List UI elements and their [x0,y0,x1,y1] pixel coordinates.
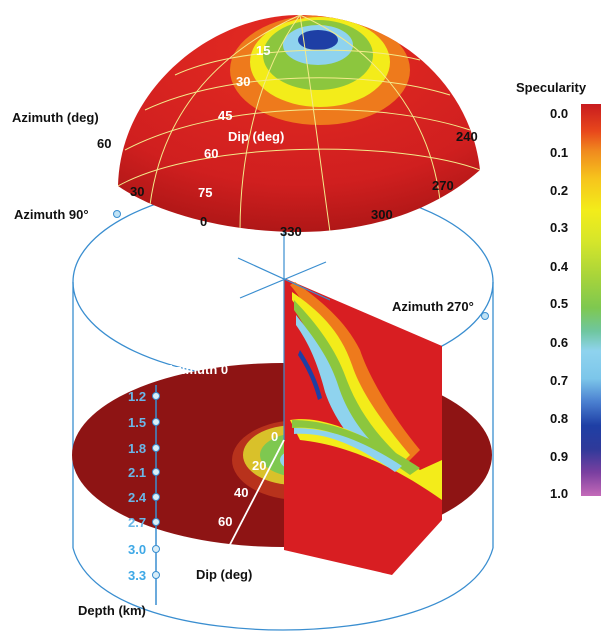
disk-dip-tick: 20 [252,458,266,473]
colorbar-tick: 0.0 [550,106,568,121]
depth-tick-marker [152,392,160,400]
dome-grid-line [144,77,451,111]
dome-dip-tick: 45 [218,108,232,123]
disk-dip-title: Dip (deg) [196,567,252,582]
section-band-lightblue [296,315,382,460]
colorbar-tick: 1.0 [550,486,568,501]
section-band-lower-yellow [290,419,442,500]
depth-tick-label: 3.0 [128,542,146,557]
section-band-lower-lightblue [294,428,402,472]
depth-tick-label: 2.1 [128,465,146,480]
colorbar-tick: 0.9 [550,449,568,464]
depth-tick-label: 1.8 [128,441,146,456]
disk-dip-tick: 80 [203,542,217,557]
disk-dip-tick: 40 [234,485,248,500]
colorbar-tick: 0.4 [550,259,569,274]
dome-azimuth-tick: 270 [432,178,454,193]
depth-tick-label: 2.7 [128,515,146,530]
depth-tick-marker [152,444,160,452]
depth-tick-label: 1.2 [128,389,146,404]
dome-azimuth-tick: 330 [280,224,302,239]
section-band-blue [298,350,322,400]
disk-dip-tick: 0 [271,429,278,444]
depth-tick-label: 3.3 [128,568,146,583]
cylinder-bottom-arc [72,547,494,631]
colorbar-title: Specularity [516,80,587,95]
dome-dip-title: Dip (deg) [228,129,284,144]
depth-tick-label: 1.5 [128,415,146,430]
vertical-section [237,220,442,575]
dome-dip-tick: 60 [204,146,218,161]
colorbar-tick: 0.7 [550,373,568,388]
colorbar-tick: 0.5 [550,296,568,311]
colorbar-gradient [581,104,601,496]
dome-azimuth-tick: 300 [371,207,393,222]
dome-grid-line [299,15,331,232]
dome-grid-line [174,49,421,76]
disk-dip-tick: 60 [218,514,232,529]
dome-azimuth-tick: 30 [130,184,144,199]
colorbar-tick: 0.8 [550,411,568,426]
hemisphere-dome [118,15,480,232]
dome-azimuth-tick: 240 [456,129,478,144]
colorbar-tick: 0.1 [550,145,568,160]
dome-dip-tick: 30 [236,74,250,89]
dome-blob-blue [298,30,338,50]
dome-dip-tick: 15 [256,43,270,58]
dome-azimuth-tick: 0 [200,214,207,229]
disk-dip-line [221,439,285,561]
colorbar-tick: 0.3 [550,220,568,235]
depth-tick-marker [152,468,160,476]
depth-axis: 1.2 1.5 1.8 2.1 2.4 2.7 3.0 3.3 Depth (k… [78,385,160,618]
colorbar-tick: 0.2 [550,183,568,198]
azimuth-90-marker [113,210,121,218]
dome-azimuth-tick: 60 [97,136,111,151]
section-band-green [294,300,398,465]
dome-grid-line [124,109,471,151]
depth-tick-marker [152,545,160,553]
depth-axis-title: Depth (km) [78,603,146,618]
depth-tick-label: 2.4 [128,490,147,505]
azimuth-0-label: Azimuth 0 [166,362,228,377]
dome-grid-line [299,15,441,201]
dome-grid-line [149,15,301,206]
depth-tick-marker [152,418,160,426]
depth-tick-marker [152,571,160,579]
colorbar-tick: 0.6 [550,335,568,350]
dome-grid-line [239,15,301,232]
section-band-lower-green [292,420,420,475]
azimuth-270-marker [481,312,489,320]
depth-tick-marker [152,493,160,501]
specularity-colorbar: Specularity 0.0 0.1 0.2 0.3 0.4 0.5 0.6 … [516,80,601,501]
azimuth-270-label: Azimuth 270° [392,299,474,314]
section-crosshair-diag2 [239,261,327,299]
azimuth-90-label: Azimuth 90° [14,207,89,222]
dome-azimuth-title: Azimuth (deg) [12,110,99,125]
dome-dip-tick: 75 [198,185,212,200]
depth-tick-marker [152,518,160,526]
